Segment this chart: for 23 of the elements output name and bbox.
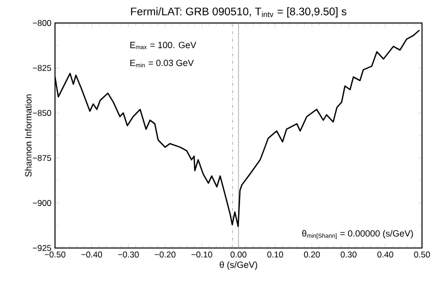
x-tick-label: 0.20	[304, 252, 320, 258]
x-tick-label: 0.10	[267, 252, 284, 258]
annotation: E$_{min}$ = 0.03 GeV	[130, 60, 194, 68]
x-tick-label: 0.50	[414, 252, 430, 258]
y-tick-label: −800	[32, 20, 52, 26]
annotation: E$_{max}$ = 100. GeV	[130, 42, 196, 50]
y-tick-label: −925	[32, 245, 52, 251]
y-tick-label: −825	[32, 65, 52, 71]
x-tick-label: 0.40	[377, 252, 394, 258]
y-tick-label: −850	[32, 110, 52, 116]
x-tick-label: −0.30	[118, 252, 139, 258]
x-axis-title: θ (s/GeV)	[220, 261, 258, 270]
y-tick-label: −900	[32, 200, 52, 206]
x-tick-label: −0.50	[44, 252, 66, 258]
chart-title: Fermi/LAT: GRB 090510, T$_{intv}$ = [8.30,9.50] s	[131, 7, 346, 18]
x-tick-label: −0.10	[192, 252, 212, 258]
x-tick-label: 0.00	[230, 252, 246, 258]
y-axis-title: Shannon Information	[24, 94, 32, 177]
annotation: θ$_{min[Shann]}$ = 0.00000 (s/GeV)	[302, 230, 413, 239]
x-tick-label: 0.30	[340, 252, 357, 258]
x-tick-label: −0.20	[154, 252, 176, 258]
x-tick-label: −0.40	[81, 252, 102, 258]
y-tick-label: −875	[32, 155, 52, 161]
